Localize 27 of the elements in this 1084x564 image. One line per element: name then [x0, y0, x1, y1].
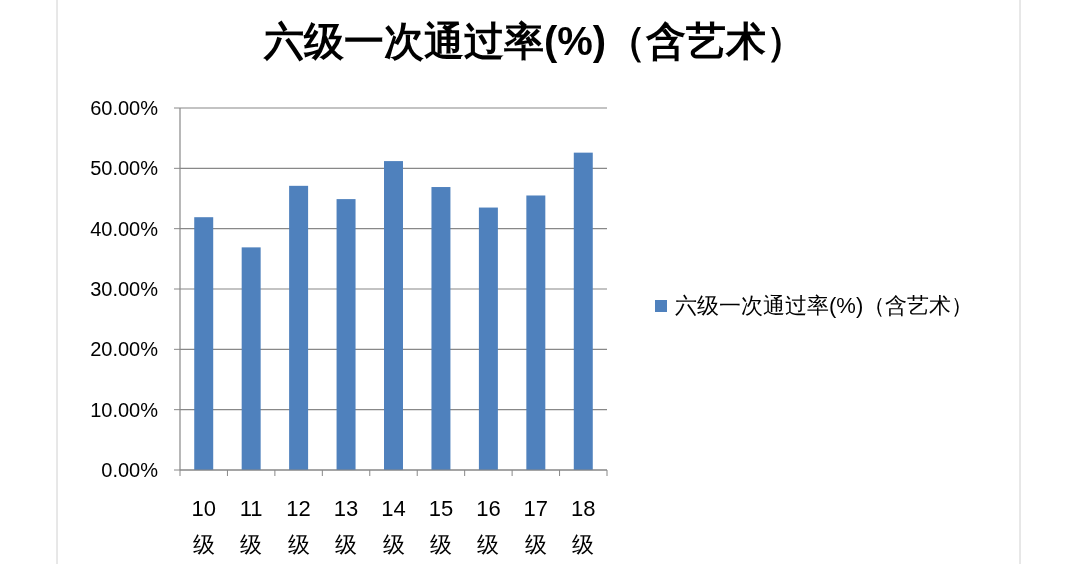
y-tick-label: 20.00% — [90, 338, 159, 361]
x-tick-label: 14 级 — [381, 496, 406, 557]
y-tick-label: 50.00% — [90, 157, 159, 180]
x-tick-label: 11 级 — [239, 496, 263, 557]
bar — [384, 161, 403, 470]
legend-label: 六级一次通过率(%)（含艺术） — [675, 293, 974, 318]
y-tick-label: 40.00% — [90, 217, 159, 240]
x-tick-label: 10 级 — [191, 496, 216, 557]
x-tick-label: 15 级 — [428, 496, 454, 557]
bar — [478, 207, 498, 470]
chart-title: 六级一次通过率(%)（含艺术） — [262, 19, 807, 63]
bar — [289, 185, 309, 470]
y-tick-label: 0.00% — [101, 459, 159, 481]
y-tick-label: 60.00% — [90, 97, 159, 119]
bar — [526, 195, 546, 470]
bar — [194, 217, 214, 470]
x-tick-label: 12 级 — [286, 496, 311, 557]
x-tick-label: 17 级 — [523, 496, 549, 557]
bar — [431, 187, 451, 470]
x-tick-label: 13 级 — [333, 496, 359, 557]
bar — [241, 247, 261, 470]
y-tick-label: 30.00% — [90, 278, 159, 300]
x-tick-label: 16 级 — [476, 496, 501, 557]
y-tick-label: 10.00% — [90, 398, 159, 421]
bar — [336, 199, 356, 470]
bar — [573, 152, 593, 470]
x-tick-label: 18 级 — [571, 496, 596, 557]
